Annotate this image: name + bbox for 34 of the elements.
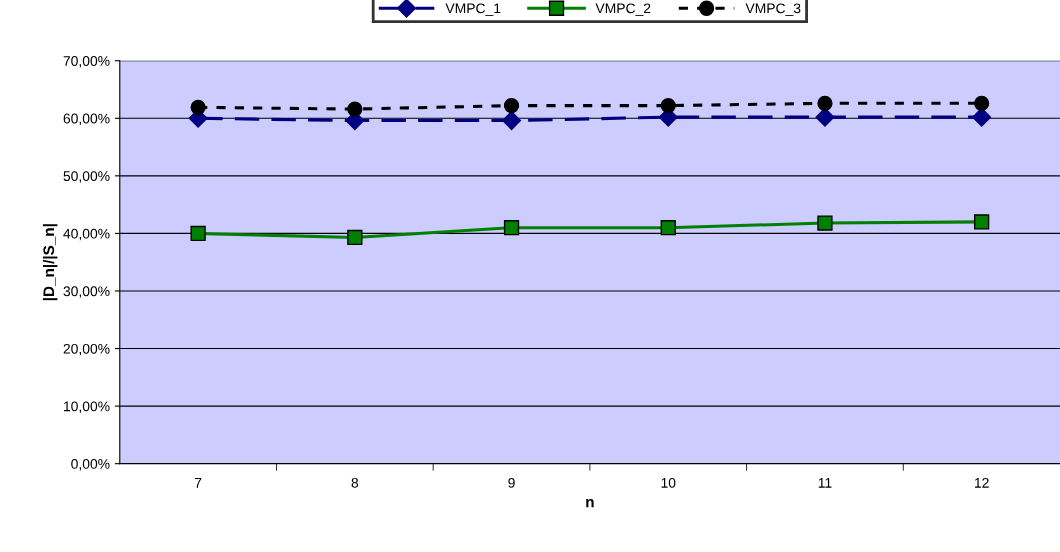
y-tick-label: 0,00%: [71, 459, 110, 471]
point: [190, 225, 206, 242]
x-tick-label: 9: [508, 477, 515, 488]
point: [972, 107, 992, 127]
point: [817, 95, 833, 111]
point: [974, 214, 990, 230]
point: [190, 99, 206, 115]
point: [347, 101, 363, 117]
y-tick-label: 10,00%: [64, 401, 110, 413]
point: [817, 215, 833, 231]
legend-label: VMPC_3: [745, 3, 801, 16]
point: [974, 95, 990, 111]
x-tick-label: 10: [661, 477, 676, 488]
point: [660, 97, 676, 114]
y-tick-label: 30,00%: [63, 286, 110, 298]
x-tick-label: 12: [974, 477, 989, 488]
point: [815, 107, 835, 127]
y-tick-label: 40,00%: [63, 228, 110, 241]
y-tick-label: 50,00%: [63, 171, 110, 183]
y-axis-title: |D_n|/|S_n|: [42, 224, 58, 301]
point: [660, 220, 676, 236]
point: [503, 97, 520, 114]
legend-label: VMPC_1: [445, 3, 501, 16]
point: [347, 229, 363, 246]
legend-label: VMPC_2: [595, 3, 651, 16]
y-tick-label: 20,00%: [63, 343, 110, 356]
y-tick-label: 60,00%: [63, 113, 110, 126]
point: [503, 220, 520, 236]
x-tick-label: 8: [351, 477, 359, 488]
x-tick-label: 7: [194, 478, 202, 488]
y-tick-label: 70,00%: [63, 56, 110, 68]
x-tick-label: 11: [818, 478, 832, 488]
x-axis-title: n: [586, 498, 594, 508]
point: [502, 111, 522, 131]
